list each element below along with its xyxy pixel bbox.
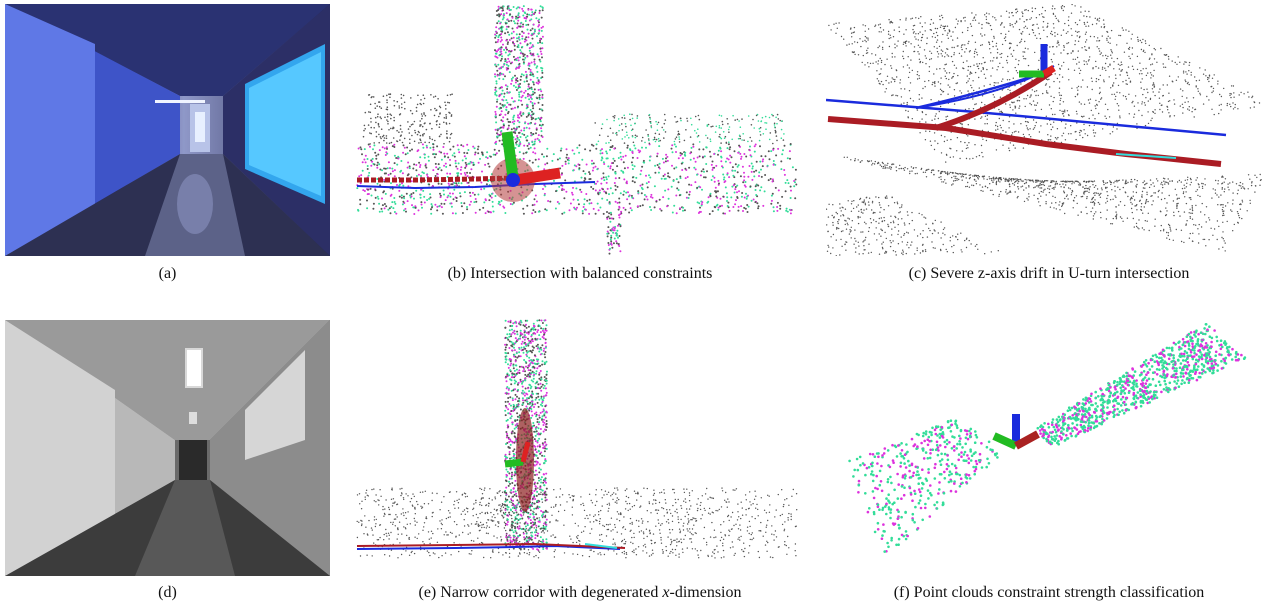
point-cloud bbox=[356, 319, 798, 559]
panel-d-image bbox=[5, 320, 330, 576]
panel-e-plot bbox=[355, 318, 805, 562]
corridor-photo-white bbox=[5, 320, 330, 576]
axis-x-red bbox=[1042, 64, 1056, 78]
point-cloud bbox=[848, 323, 1247, 553]
uturn-drift-cloud bbox=[826, 4, 1262, 256]
panel-f-plot bbox=[826, 318, 1272, 562]
caption-f: (f) Point clouds constraint strength cla… bbox=[893, 584, 1205, 601]
caption-c: (c) Severe z-axis drift in U-turn inters… bbox=[908, 265, 1190, 282]
caption-e-prefix: (e) Narrow corridor with degenerated bbox=[418, 584, 663, 601]
axis-x-red bbox=[1014, 430, 1040, 450]
caption-e-variable: x bbox=[662, 584, 670, 601]
trajectory-blue bbox=[356, 181, 596, 190]
trajectory-red bbox=[357, 175, 516, 183]
caption-e: (e) Narrow corridor with degenerated x-d… bbox=[355, 584, 805, 602]
axis-y-green bbox=[501, 131, 519, 179]
trajectory-blue bbox=[356, 544, 621, 550]
narrow-corridor-map bbox=[356, 319, 798, 559]
trajectory-cyan bbox=[1115, 153, 1177, 159]
axis-y-green bbox=[992, 432, 1018, 450]
panel-b-plot bbox=[355, 4, 805, 256]
corridor-photo-blue bbox=[5, 4, 330, 256]
caption-e-suffix: -dimension bbox=[669, 584, 742, 601]
panel-c-plot bbox=[826, 4, 1272, 256]
caption-b: (b) Intersection with balanced constrain… bbox=[447, 265, 713, 282]
intersection-map bbox=[356, 5, 798, 255]
panel-a-image bbox=[5, 4, 330, 256]
trajectory-cyan bbox=[584, 543, 618, 549]
axis-x-red bbox=[520, 441, 531, 463]
point-cloud bbox=[356, 5, 798, 255]
constraint-strength-cloud bbox=[848, 323, 1247, 553]
trajectory-red bbox=[356, 542, 626, 549]
axis-x-red bbox=[514, 167, 561, 186]
caption-a: (a) bbox=[158, 265, 177, 282]
axis-z-blue bbox=[506, 173, 520, 187]
point-cloud bbox=[826, 4, 1262, 256]
axis-y-green bbox=[504, 458, 524, 468]
caption-d: (d) bbox=[158, 584, 177, 601]
trajectory-red-loop bbox=[935, 69, 1053, 131]
